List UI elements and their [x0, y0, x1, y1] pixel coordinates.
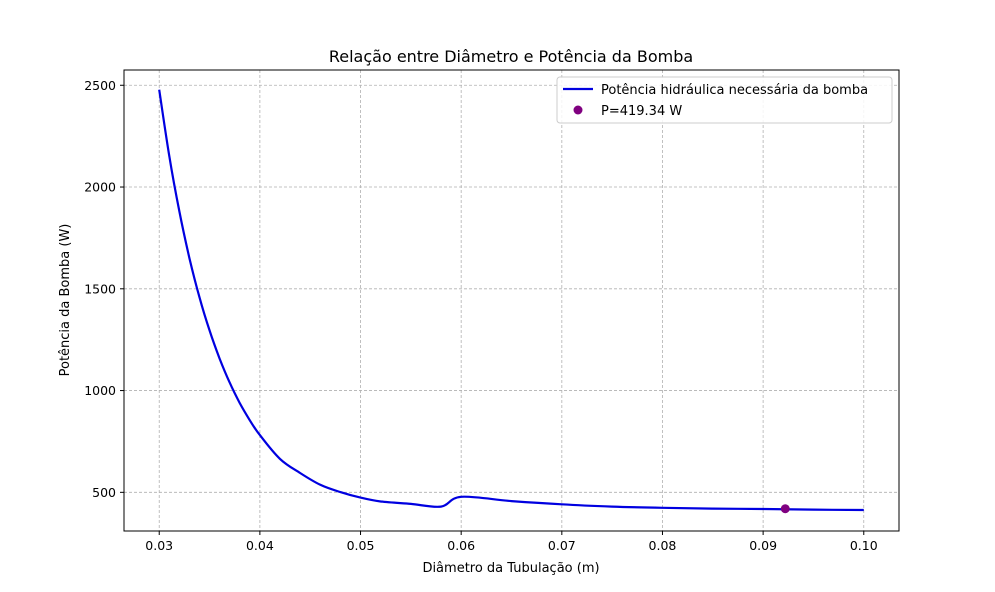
- y-tick-label: 1500: [84, 281, 116, 296]
- marker-point: [780, 504, 790, 514]
- y-tick-label: 2000: [84, 180, 116, 195]
- x-tick-label: 0.08: [649, 538, 677, 553]
- legend-point-swatch: [573, 105, 583, 115]
- legend-entry-series: Potência hidráulica necessária da bomba: [601, 83, 868, 98]
- x-tick-label: 0.06: [447, 538, 475, 553]
- x-tick-label: 0.04: [246, 538, 274, 553]
- x-axis: 0.03 0.04 0.05 0.06 0.07 0.08 0.09 0.10: [145, 531, 878, 553]
- x-tick-label: 0.09: [749, 538, 777, 553]
- y-tick-label: 1000: [84, 383, 116, 398]
- plot-frame: [123, 69, 900, 532]
- legend-entry-point: P=419.34 W: [601, 104, 682, 119]
- x-axis-label: Diâmetro da Tubulação (m): [422, 561, 599, 576]
- y-axis: 500 1000 1500 2000 2500: [84, 78, 124, 500]
- legend-box: [556, 76, 893, 124]
- legend: Potência hidráulica necessária da bomba …: [556, 76, 893, 124]
- x-tick-label: 0.03: [145, 538, 173, 553]
- x-tick-label: 0.10: [850, 538, 878, 553]
- y-tick-label: 500: [92, 485, 116, 500]
- series-layer: [158, 89, 864, 514]
- x-tick-label: 0.07: [548, 538, 576, 553]
- chart-title: Relação entre Diâmetro e Potência da Bom…: [329, 47, 693, 66]
- y-axis-label: Potência da Bomba (W): [58, 224, 73, 377]
- y-tick-label: 2500: [84, 78, 116, 93]
- series-line: [158, 89, 864, 512]
- x-tick-label: 0.05: [347, 538, 375, 553]
- grid: [124, 70, 899, 531]
